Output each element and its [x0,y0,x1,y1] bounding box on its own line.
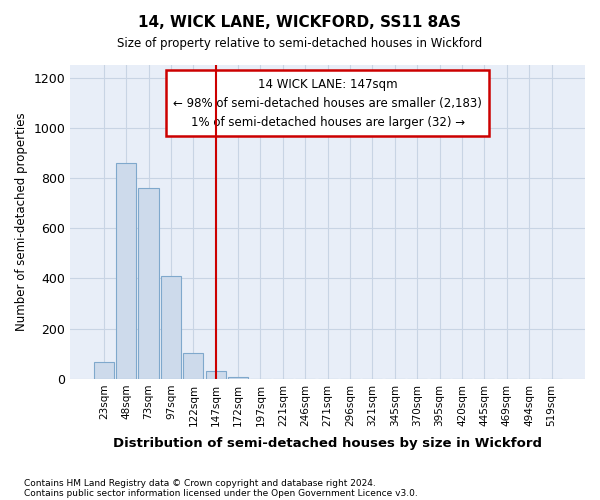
Text: Size of property relative to semi-detached houses in Wickford: Size of property relative to semi-detach… [118,38,482,51]
Bar [94,362,114,379]
Text: Contains public sector information licensed under the Open Government Licence v3: Contains public sector information licen… [24,488,418,498]
Bar [116,164,136,379]
Y-axis label: Number of semi-detached properties: Number of semi-detached properties [15,112,28,332]
Bar [206,372,226,379]
Bar [228,377,248,379]
Text: 14, WICK LANE, WICKFORD, SS11 8AS: 14, WICK LANE, WICKFORD, SS11 8AS [139,15,461,30]
Bar [183,353,203,379]
X-axis label: Distribution of semi-detached houses by size in Wickford: Distribution of semi-detached houses by … [113,437,542,450]
Bar [161,276,181,379]
Bar [139,188,158,379]
Text: Contains HM Land Registry data © Crown copyright and database right 2024.: Contains HM Land Registry data © Crown c… [24,478,376,488]
Text: 14 WICK LANE: 147sqm
← 98% of semi-detached houses are smaller (2,183)
1% of sem: 14 WICK LANE: 147sqm ← 98% of semi-detac… [173,78,482,128]
